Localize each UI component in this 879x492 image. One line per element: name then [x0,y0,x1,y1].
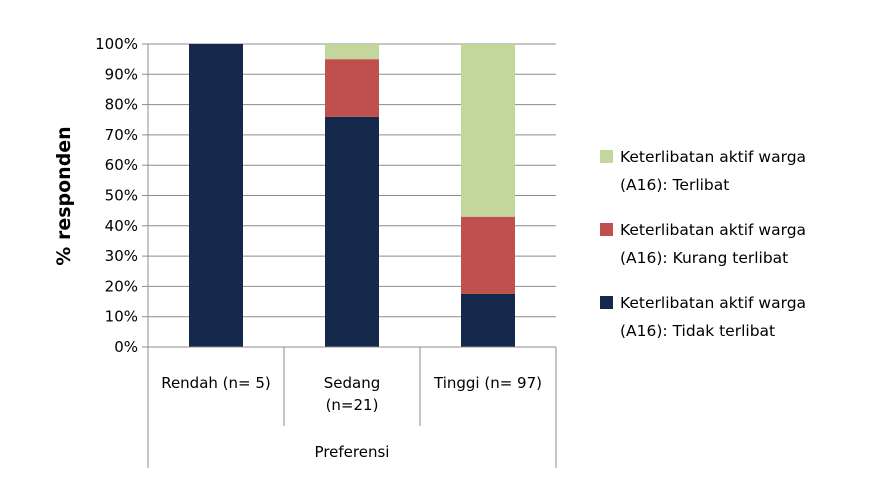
legend-label: Keterlibatan aktif warga (A16): Tidak ter… [620,294,806,340]
legend-swatch [600,223,613,236]
legend-swatch [600,150,613,163]
y-tick-label: 60% [105,156,138,174]
x-category-label: Sedang (n=21) [324,374,381,414]
y-tick-label: 90% [105,65,138,83]
y-tick-label: 80% [105,96,138,114]
x-axis-label: Preferensi [315,443,390,461]
y-tick-label: 70% [105,126,138,144]
bar-segment-2-cat-2 [325,59,379,117]
y-tick-label: 30% [105,247,138,265]
axes [147,44,557,468]
legend-label: Keterlibatan aktif warga (A16): Terlibat [620,148,806,194]
bar-segment-3-cat-2 [325,44,379,60]
bars [189,44,515,347]
y-tick-label: 20% [105,277,138,295]
bar-segment-1-cat-2 [325,116,379,347]
bar-segment-3-cat-3 [461,44,515,217]
y-axis-tick-labels: 0% 10% 20% 30% 40% 50% 60% 70% 80% 90% 100% [95,35,138,356]
y-tick-label: 100% [95,35,138,53]
y-tick-label: 0% [114,338,138,356]
y-tick-label: 40% [105,217,138,235]
y-axis-label: % responden [53,126,75,265]
x-category-label: Rendah (n= 5) [161,374,271,392]
category-labels: Rendah (n= 5) Sedang (n=21) Tinggi (n= 97) [161,374,542,414]
bar-segment-1-cat-3 [461,293,515,347]
legend: Keterlibatan aktif warga (A16): Terlibat K… [600,148,806,340]
legend-swatch [600,296,613,309]
bar-segment-2-cat-3 [461,216,515,294]
legend-label: Keterlibatan aktif warga (A16): Kurang te… [620,221,806,267]
bar-segment-1-cat-1 [189,44,243,347]
x-category-label: Tinggi (n= 97) [433,374,542,392]
y-tick-label: 10% [105,308,138,326]
y-tick-label: 50% [105,187,138,205]
